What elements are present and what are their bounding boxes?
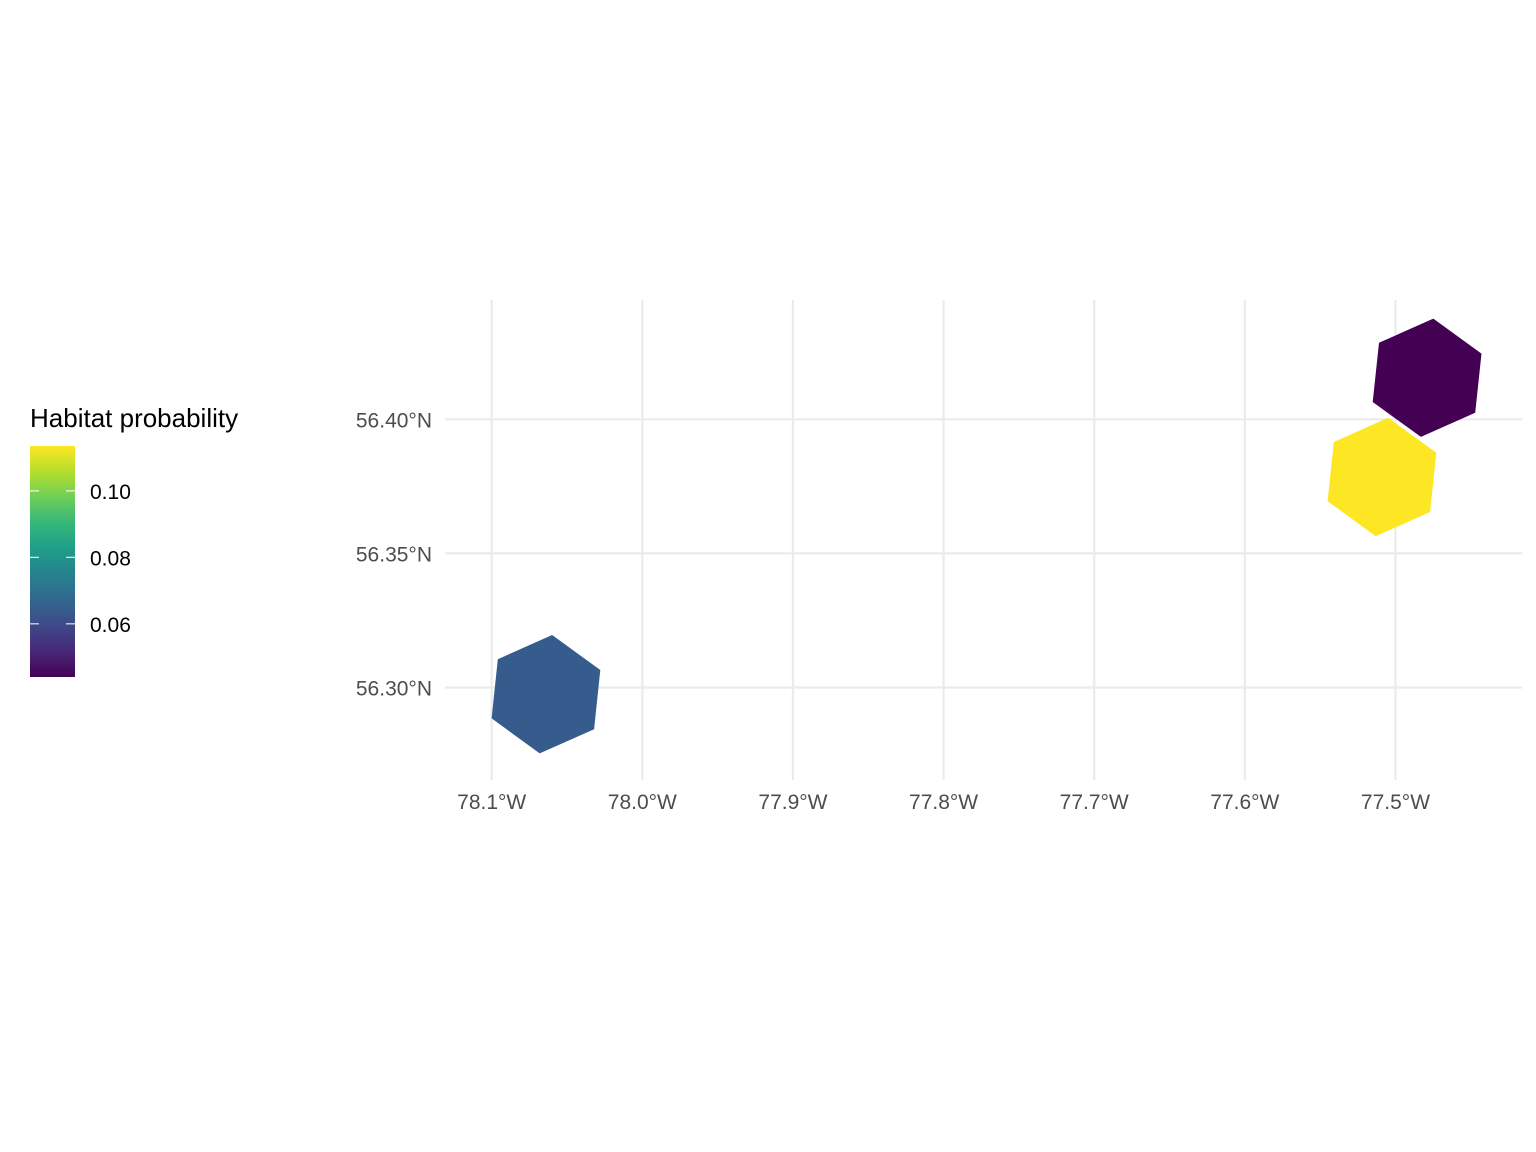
legend-colorbar [30, 446, 75, 677]
legend-title: Habitat probability [30, 403, 238, 433]
x-axis: 78.1°W 78.0°W 77.9°W 77.8°W 77.7°W 77.6°W 77.5… [457, 791, 1430, 814]
x-tick-label-5: 77.6°W [1210, 791, 1279, 814]
y-tick-label-0: 56.30°N [356, 677, 432, 700]
x-tick-label-1: 78.0°W [608, 791, 677, 814]
x-tick-label-0: 78.1°W [457, 791, 526, 814]
legend-ticks: 0.06 0.08 0.10 [30, 481, 131, 637]
grid-lines [445, 300, 1522, 780]
legend: Habitat probability 0.06 0.08 0.10 [30, 403, 238, 677]
y-tick-label-2: 56.40°N [356, 409, 432, 432]
legend-break-label-0: 0.06 [90, 614, 131, 637]
legend-break-label-1: 0.08 [90, 547, 131, 570]
x-tick-label-6: 77.5°W [1361, 791, 1430, 814]
x-tick-label-3: 77.8°W [909, 791, 978, 814]
hex-cell-1 [1327, 417, 1437, 537]
hex-cell-2 [1372, 318, 1482, 437]
x-tick-label-2: 77.9°W [758, 791, 827, 814]
hex-cell-0 [491, 635, 601, 754]
x-tick-label-4: 77.7°W [1060, 791, 1129, 814]
hex-cells [491, 318, 1482, 754]
y-axis: 56.30°N 56.35°N 56.40°N [356, 409, 432, 700]
legend-break-label-2: 0.10 [90, 481, 131, 504]
y-tick-label-1: 56.35°N [356, 543, 432, 566]
